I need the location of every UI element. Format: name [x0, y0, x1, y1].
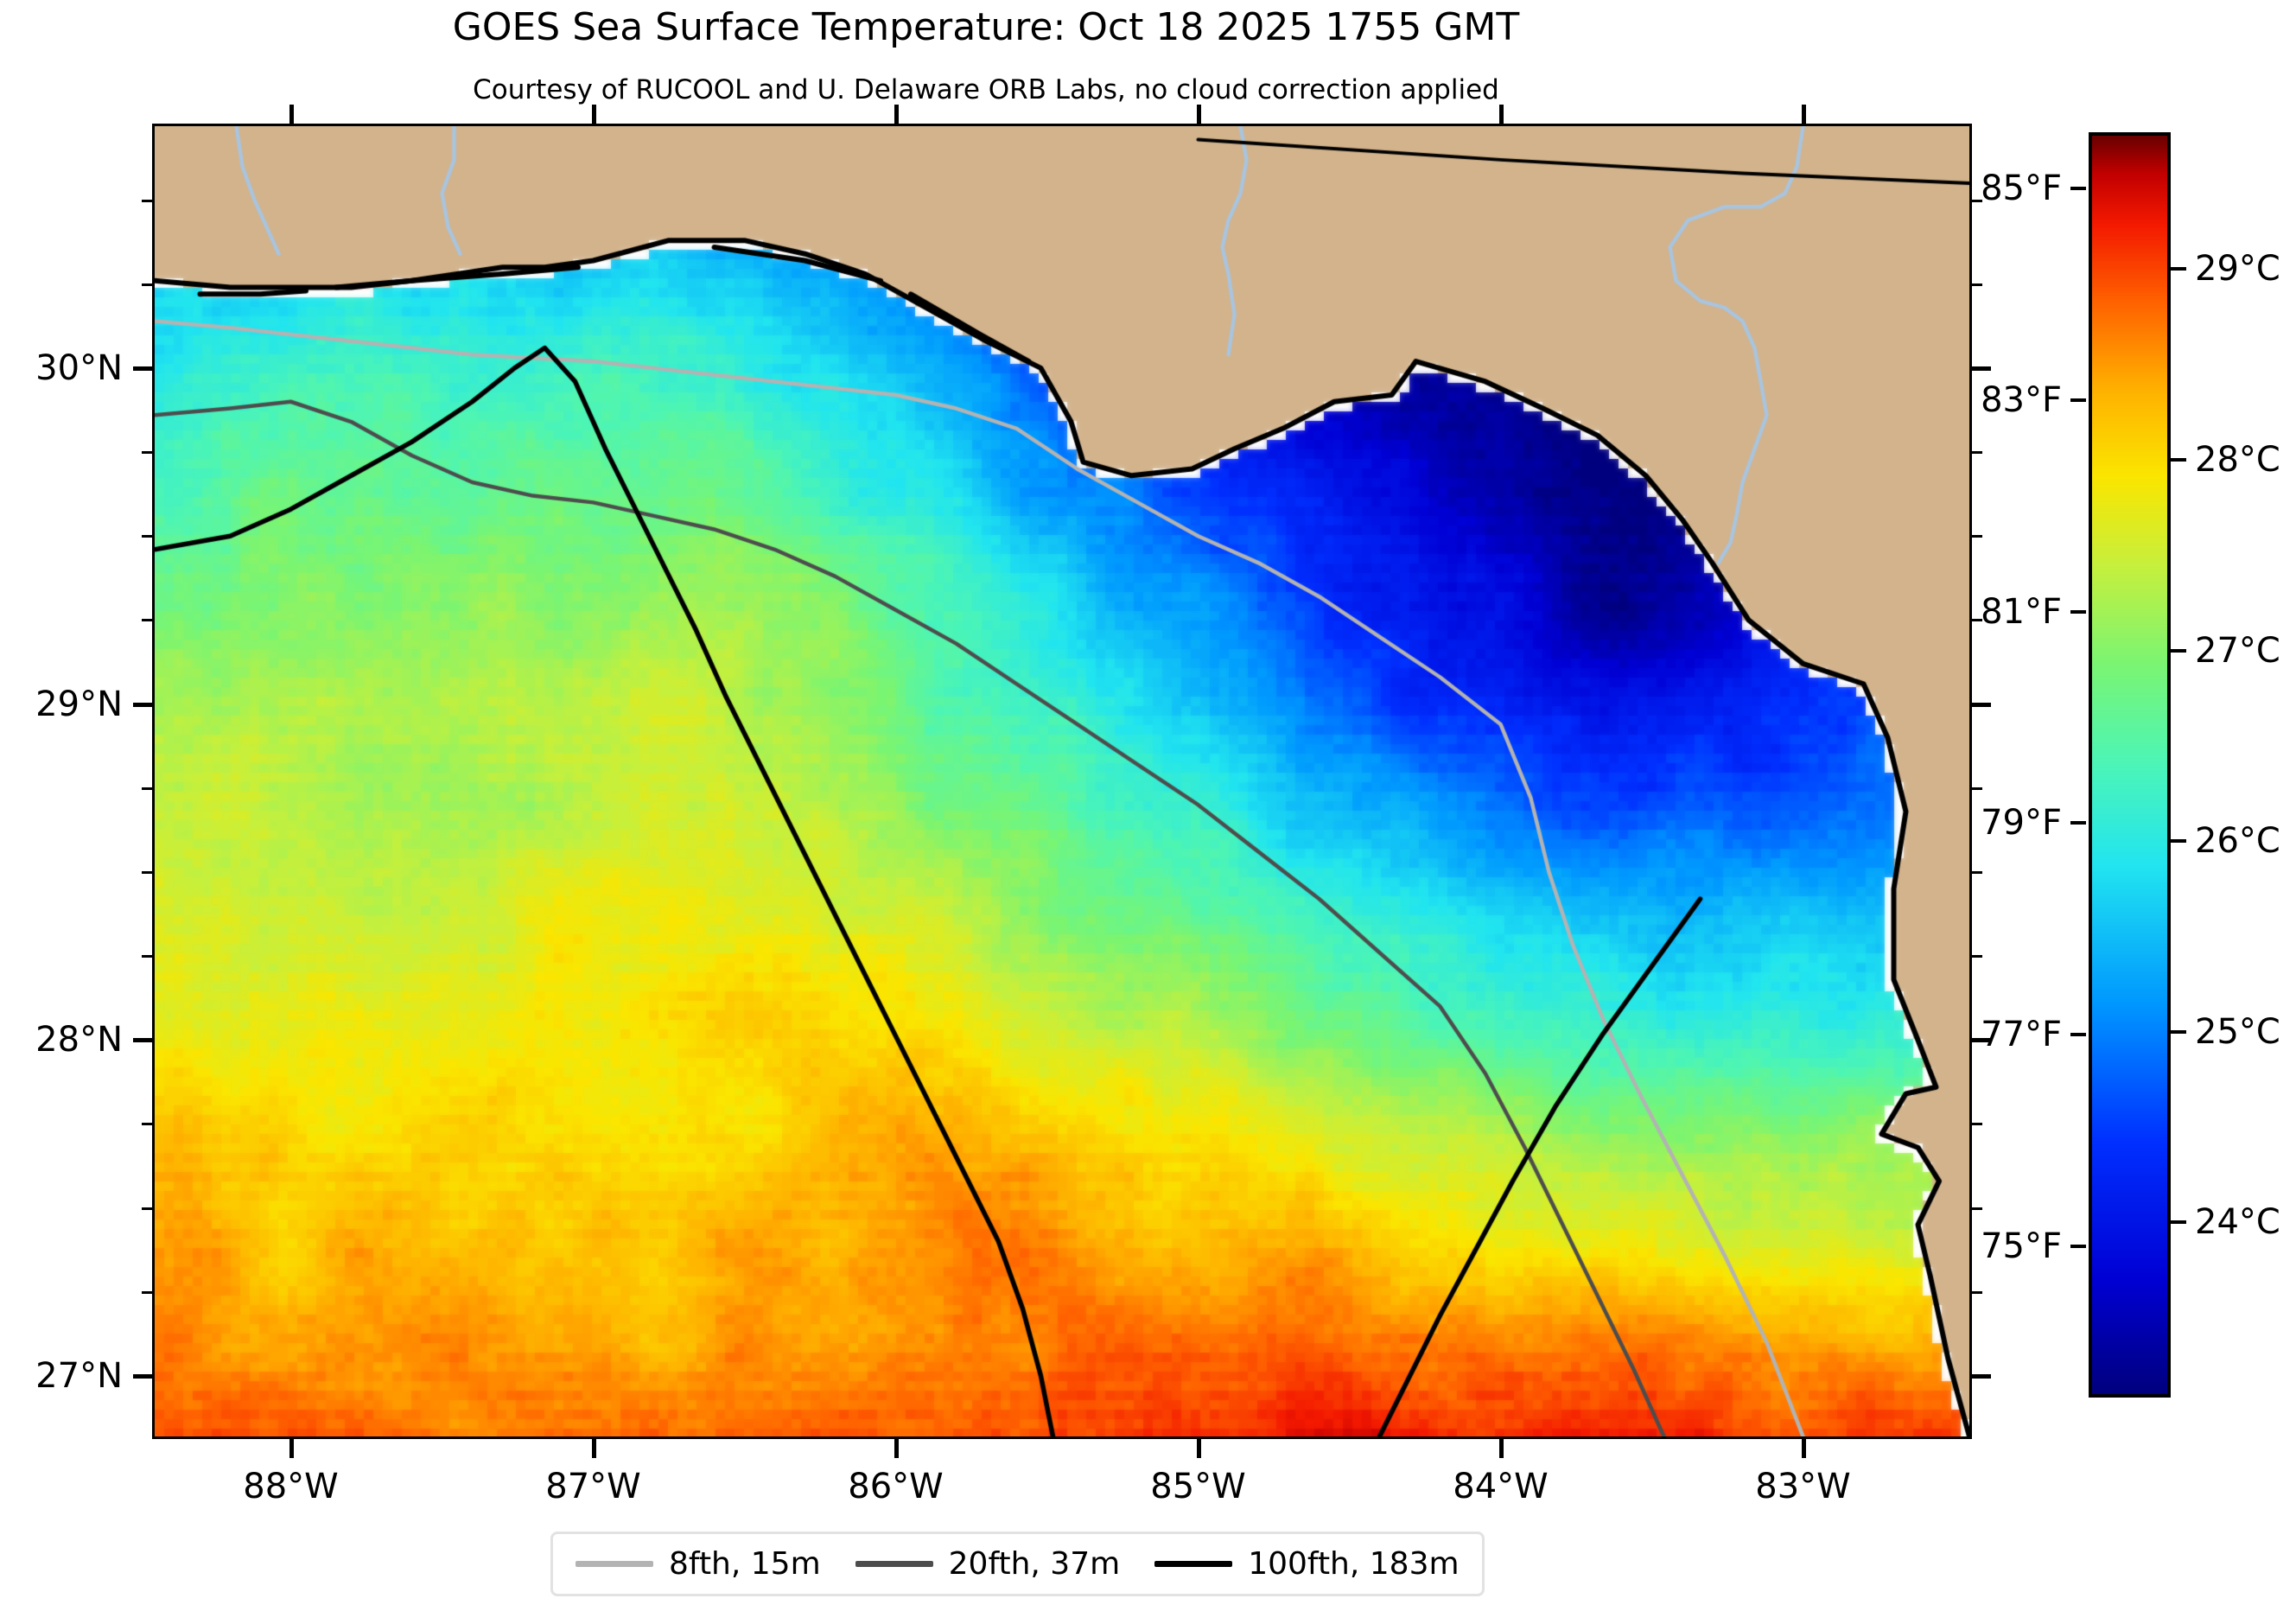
- colorbar-label-c: 26°C: [2195, 821, 2280, 862]
- legend-label: 100fth, 183m: [1248, 1546, 1460, 1582]
- colorbar-label-f: 79°F: [1981, 803, 2062, 844]
- y-axis-minor-tick: [142, 1123, 152, 1126]
- x-axis-major-tick: [1196, 105, 1201, 124]
- bathymetry-legend: 8fth, 15m 20fth, 37m 100fth, 183m: [550, 1532, 1485, 1596]
- colorbar: [2089, 132, 2171, 1398]
- y-axis-minor-tick: [142, 451, 152, 455]
- y-axis-minor-tick: [1972, 199, 1982, 202]
- y-axis-minor-tick: [1972, 451, 1982, 455]
- x-axis-major-tick: [1498, 1439, 1504, 1458]
- x-axis-major-tick: [1498, 105, 1504, 124]
- y-axis-minor-tick: [1972, 1290, 1982, 1294]
- colorbar-label-c: 27°C: [2195, 630, 2280, 671]
- x-axis-major-tick: [894, 105, 899, 124]
- page-subtitle: Courtesy of RUCOOL and U. Delaware ORB L…: [473, 74, 1499, 105]
- x-axis-major-tick: [289, 1439, 294, 1458]
- y-axis-minor-tick: [1972, 283, 1982, 286]
- y-axis-minor-tick: [142, 283, 152, 286]
- colorbar-tick-c: [2171, 648, 2186, 653]
- legend-item: 100fth, 183m: [1154, 1546, 1460, 1582]
- y-axis-major-tick: [1972, 702, 1991, 707]
- y-axis-minor-tick: [1972, 1123, 1982, 1126]
- y-axis-minor-tick: [1972, 870, 1982, 874]
- sst-heatmap-canvas: [155, 126, 1969, 1436]
- colorbar-label-f: 77°F: [1981, 1015, 2062, 1054]
- y-axis-minor-tick: [142, 787, 152, 790]
- y-axis-minor-tick: [142, 1207, 152, 1210]
- x-axis-major-tick: [591, 1439, 596, 1458]
- x-axis-major-tick: [1196, 1439, 1201, 1458]
- y-axis-major-tick: [133, 702, 152, 707]
- sst-map-plot[interactable]: [152, 124, 1972, 1439]
- y-axis-label: 27°N: [35, 1356, 123, 1397]
- x-axis-label: 88°W: [243, 1467, 339, 1506]
- y-axis-minor-tick: [142, 870, 152, 874]
- colorbar-tick-f: [2070, 609, 2086, 614]
- colorbar-tick-f: [2070, 821, 2086, 825]
- colorbar-label-c: 24°C: [2195, 1202, 2280, 1243]
- colorbar-label-f: 81°F: [1981, 591, 2062, 632]
- legend-line-swatch: [1154, 1561, 1233, 1567]
- y-axis-minor-tick: [142, 619, 152, 622]
- y-axis-minor-tick: [1972, 1207, 1982, 1210]
- colorbar-tick-f: [2070, 1244, 2086, 1248]
- colorbar-label-c: 28°C: [2195, 440, 2280, 481]
- colorbar-tick-c: [2171, 839, 2186, 844]
- x-axis-label: 87°W: [545, 1467, 641, 1506]
- y-axis-major-tick: [1972, 366, 1991, 371]
- colorbar-tick-f: [2070, 1033, 2086, 1036]
- x-axis-major-tick: [289, 105, 294, 124]
- legend-line-swatch: [576, 1561, 653, 1567]
- legend-label: 8fth, 15m: [669, 1546, 821, 1582]
- legend-item: 8fth, 15m: [576, 1546, 821, 1582]
- colorbar-tick-f: [2070, 187, 2086, 191]
- colorbar-gradient: [2092, 136, 2167, 1394]
- colorbar-tick-c: [2171, 1029, 2186, 1034]
- y-axis-major-tick: [133, 366, 152, 371]
- colorbar-tick-c: [2171, 458, 2186, 462]
- y-axis-label: 30°N: [35, 347, 123, 388]
- colorbar-tick-f: [2070, 398, 2086, 402]
- page-title: GOES Sea Surface Temperature: Oct 18 202…: [452, 5, 1520, 49]
- legend-label: 20fth, 37m: [948, 1546, 1121, 1582]
- y-axis-major-tick: [1972, 1374, 1991, 1379]
- x-axis-label: 85°W: [1150, 1467, 1246, 1506]
- y-axis-minor-tick: [1972, 619, 1982, 622]
- y-axis-label: 29°N: [35, 684, 123, 724]
- y-axis-major-tick: [1972, 1038, 1991, 1043]
- y-axis-minor-tick: [142, 1290, 152, 1294]
- y-axis-major-tick: [133, 1038, 152, 1043]
- legend-item: 20fth, 37m: [855, 1546, 1121, 1582]
- colorbar-label-c: 29°C: [2195, 249, 2280, 290]
- colorbar-label-c: 25°C: [2195, 1011, 2280, 1052]
- colorbar-tick-c: [2171, 1220, 2186, 1225]
- y-axis-major-tick: [133, 1374, 152, 1379]
- y-axis-minor-tick: [142, 199, 152, 202]
- x-axis-label: 84°W: [1453, 1467, 1549, 1506]
- y-axis-minor-tick: [1972, 955, 1982, 958]
- colorbar-label-f: 83°F: [1981, 379, 2062, 420]
- x-axis-major-tick: [1801, 1439, 1806, 1458]
- x-axis-label: 86°W: [848, 1467, 944, 1506]
- colorbar-tick-c: [2171, 267, 2186, 271]
- x-axis-label: 83°W: [1755, 1467, 1851, 1506]
- y-axis-minor-tick: [1972, 787, 1982, 790]
- y-axis-label: 28°N: [35, 1020, 123, 1060]
- x-axis-major-tick: [1801, 105, 1806, 124]
- y-axis-minor-tick: [1972, 535, 1982, 538]
- y-axis-minor-tick: [142, 955, 152, 958]
- x-axis-major-tick: [894, 1439, 899, 1458]
- colorbar-label-f: 75°F: [1981, 1226, 2062, 1266]
- colorbar-label-f: 85°F: [1981, 169, 2062, 209]
- y-axis-minor-tick: [142, 535, 152, 538]
- legend-line-swatch: [855, 1561, 933, 1567]
- x-axis-major-tick: [591, 105, 596, 124]
